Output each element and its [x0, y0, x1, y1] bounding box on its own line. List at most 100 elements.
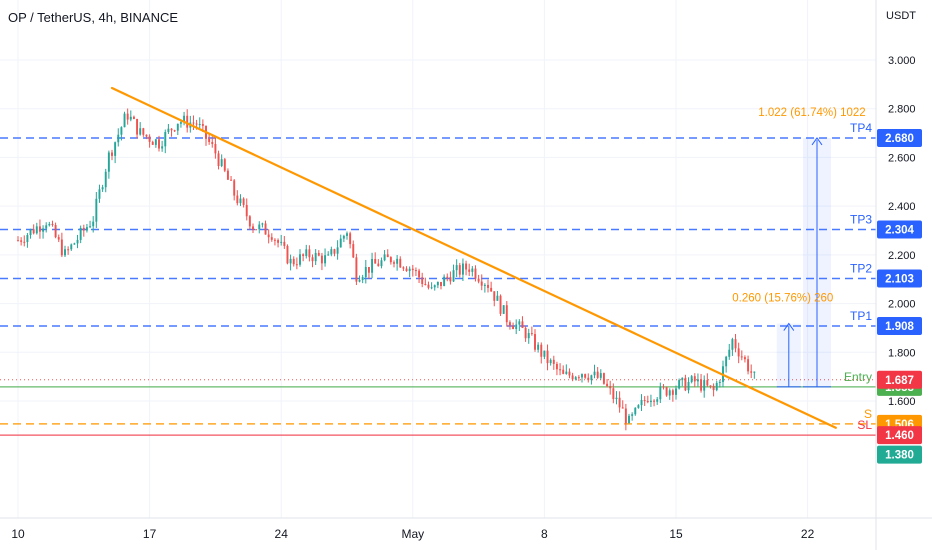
- level-price-value-sl: 1.460: [885, 430, 914, 442]
- candle-body: [48, 223, 51, 226]
- measure-label: 0.260 (15.76%) 260: [732, 293, 833, 305]
- price-tick-label: 1.800: [888, 347, 916, 359]
- candle-body: [681, 377, 684, 381]
- level-price-value-tp3: 2.304: [885, 225, 914, 237]
- candle-body: [571, 375, 574, 380]
- level-label-s: S: [864, 407, 872, 421]
- candle-body: [628, 415, 630, 424]
- candle-body: [552, 359, 555, 364]
- candle-body: [389, 257, 392, 263]
- candle-body: [161, 146, 164, 149]
- candle-body: [352, 244, 355, 258]
- candle-body: [45, 225, 48, 229]
- candle-body: [255, 229, 258, 231]
- level-price-tag-tp4: [877, 128, 922, 147]
- candle-body: [715, 382, 718, 391]
- level-price-value-tp1: 1.908: [885, 321, 914, 333]
- candle-body: [223, 159, 226, 171]
- candle-body: [565, 371, 568, 374]
- trendline[interactable]: [110, 86, 837, 429]
- candle-body: [101, 187, 104, 190]
- candle-body: [267, 234, 270, 238]
- candle-body: [258, 224, 261, 230]
- candle-body: [643, 400, 646, 402]
- marker-price-value: 1.380: [885, 450, 914, 462]
- candle-body: [311, 257, 314, 262]
- measure-label: 1.022 (61.74%) 1022: [758, 107, 865, 119]
- candle-body: [446, 276, 449, 278]
- level-label-tp3: TP3: [850, 213, 872, 227]
- candle-body: [631, 414, 634, 416]
- candle-body: [20, 240, 23, 242]
- candle-body: [750, 371, 753, 373]
- candle-body: [747, 359, 750, 372]
- symbol-title: OP / TetherUS, 4h, BINANCE: [8, 10, 179, 25]
- candle-body: [461, 263, 464, 275]
- candle-body: [471, 268, 474, 272]
- candles: [17, 108, 756, 431]
- candle-body: [543, 350, 546, 357]
- descending-trendline[interactable]: [110, 86, 837, 429]
- candle-body: [505, 305, 508, 323]
- candle-body: [261, 223, 264, 225]
- candle-body: [79, 227, 82, 240]
- candle-body: [186, 115, 189, 128]
- candle-body: [126, 113, 129, 120]
- candle-body: [577, 377, 580, 379]
- measure-tools[interactable]: 1.022 (61.74%) 1022 0.260 (15.76%) 260: [732, 107, 866, 388]
- candle-body: [430, 287, 433, 289]
- candle-body: [60, 239, 63, 256]
- candle-body: [414, 270, 417, 272]
- candle-body: [549, 359, 552, 364]
- candle-body: [107, 152, 110, 172]
- price-tick-label: 3.000: [888, 55, 916, 67]
- candle-body: [346, 233, 348, 236]
- level-price-tag-sl: [877, 426, 922, 445]
- candle-body: [38, 226, 41, 232]
- candle-body: [740, 356, 743, 358]
- candle-body: [399, 258, 402, 268]
- candle-body: [396, 258, 399, 264]
- candle-body: [76, 239, 79, 244]
- candle-body: [236, 195, 239, 204]
- candle-body: [355, 257, 358, 282]
- candle-body: [333, 249, 336, 254]
- candle-body: [512, 326, 515, 330]
- price-axis[interactable]: 1.600 1.800 2.000 2.200 2.400 2.600 2.800 3.000…: [875, 0, 922, 550]
- candle-body: [436, 281, 439, 286]
- candle-body: [596, 371, 599, 378]
- candle-body: [371, 258, 374, 273]
- candle-body: [581, 374, 583, 378]
- candle-body: [317, 252, 320, 256]
- level-label-tp2: TP2: [850, 261, 872, 275]
- time-axis[interactable]: 10 17 24 May 8 15 22: [0, 517, 932, 541]
- candle-body: [590, 375, 593, 381]
- candle-body: [587, 377, 590, 381]
- candle-body: [393, 262, 395, 264]
- candle-body: [120, 127, 123, 135]
- candle-body: [706, 380, 709, 386]
- candle-body: [700, 379, 703, 391]
- price-tick-label: 2.800: [888, 104, 916, 116]
- candle-body: [314, 252, 317, 262]
- candle-body: [508, 322, 511, 327]
- candle-body: [668, 390, 671, 396]
- candle-body: [302, 254, 305, 257]
- candle-body: [709, 385, 712, 387]
- candle-body: [26, 235, 29, 243]
- candle-body: [483, 284, 486, 286]
- candle-body: [555, 363, 558, 370]
- candle-body: [289, 258, 292, 264]
- candle-body: [696, 379, 699, 382]
- candle-body: [129, 116, 132, 120]
- candle-body: [361, 277, 364, 280]
- candle-body: [151, 141, 154, 145]
- candle-body: [54, 225, 57, 238]
- candle-body: [230, 179, 233, 181]
- candle-body: [524, 327, 527, 339]
- candle-body: [452, 270, 455, 282]
- candle-body: [606, 383, 609, 387]
- candle-body: [214, 144, 217, 154]
- candle-body: [132, 116, 135, 119]
